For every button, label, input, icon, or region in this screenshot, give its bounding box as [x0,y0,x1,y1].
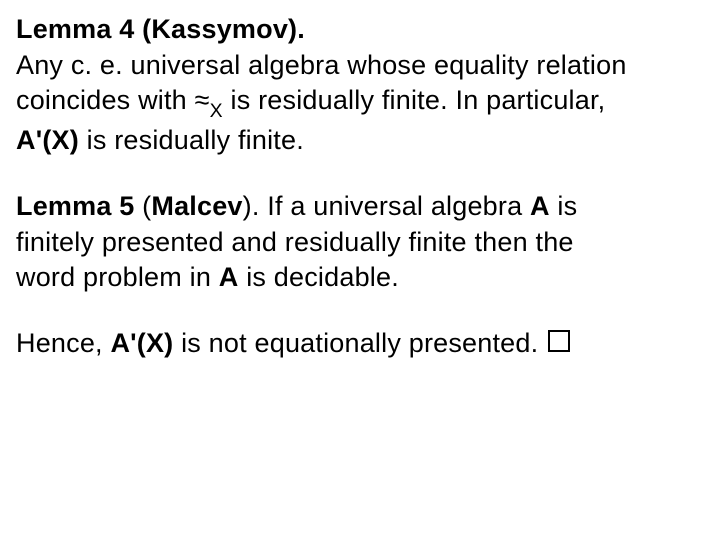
text-segment: is not equationally presented. [173,328,546,358]
paren-open: ( [142,191,151,221]
paren-close: ). [243,191,268,221]
algebra-A: A [219,262,239,292]
text-segment: is residually finite. [79,125,304,155]
lemma-4-title: Lemma 4 (Kassymov). [16,12,712,48]
conclusion: Hence, A'(X) is not equationally present… [16,326,712,362]
approx-symbol: ≈ [195,85,210,115]
a-prime-x: A'(X) [16,125,79,155]
lemma-5-line-2: finitely presented and residually finite… [16,225,712,261]
lemma-4-line-2: coincides with ≈X is residually finite. … [16,83,712,123]
lemma-4-line-1: Any c. e. universal algebra whose equali… [16,48,712,84]
text-segment: is residually finite. In particular, [223,85,606,115]
lemma-4-line-3: A'(X) is residually finite. [16,123,712,159]
lemma-5: Lemma 5 (Malcev). If a universal algebra… [16,189,712,296]
slide-content: Lemma 4 (Kassymov). Any c. e. universal … [0,0,720,540]
text-segment: If a universal algebra [267,191,530,221]
lemma-5-line-3: word problem in A is decidable. [16,260,712,296]
algebra-A: A [530,191,550,221]
malcev-name: Malcev [151,191,242,221]
lemma-5-line-1: Lemma 5 (Malcev). If a universal algebra… [16,189,712,225]
qed-icon [548,330,570,352]
text-segment: Hence, [16,328,110,358]
text-segment: is [550,191,578,221]
approx-subscript: X [210,100,223,122]
text-segment: is decidable. [239,262,399,292]
text-segment: word problem in [16,262,219,292]
lemma-5-heading: Lemma 5 [16,191,142,221]
text-segment: coincides with [16,85,195,115]
a-prime-x: A'(X) [110,328,173,358]
lemma-4-heading: Lemma 4 (Kassymov). [16,14,305,44]
lemma-4: Lemma 4 (Kassymov). Any c. e. universal … [16,12,712,159]
